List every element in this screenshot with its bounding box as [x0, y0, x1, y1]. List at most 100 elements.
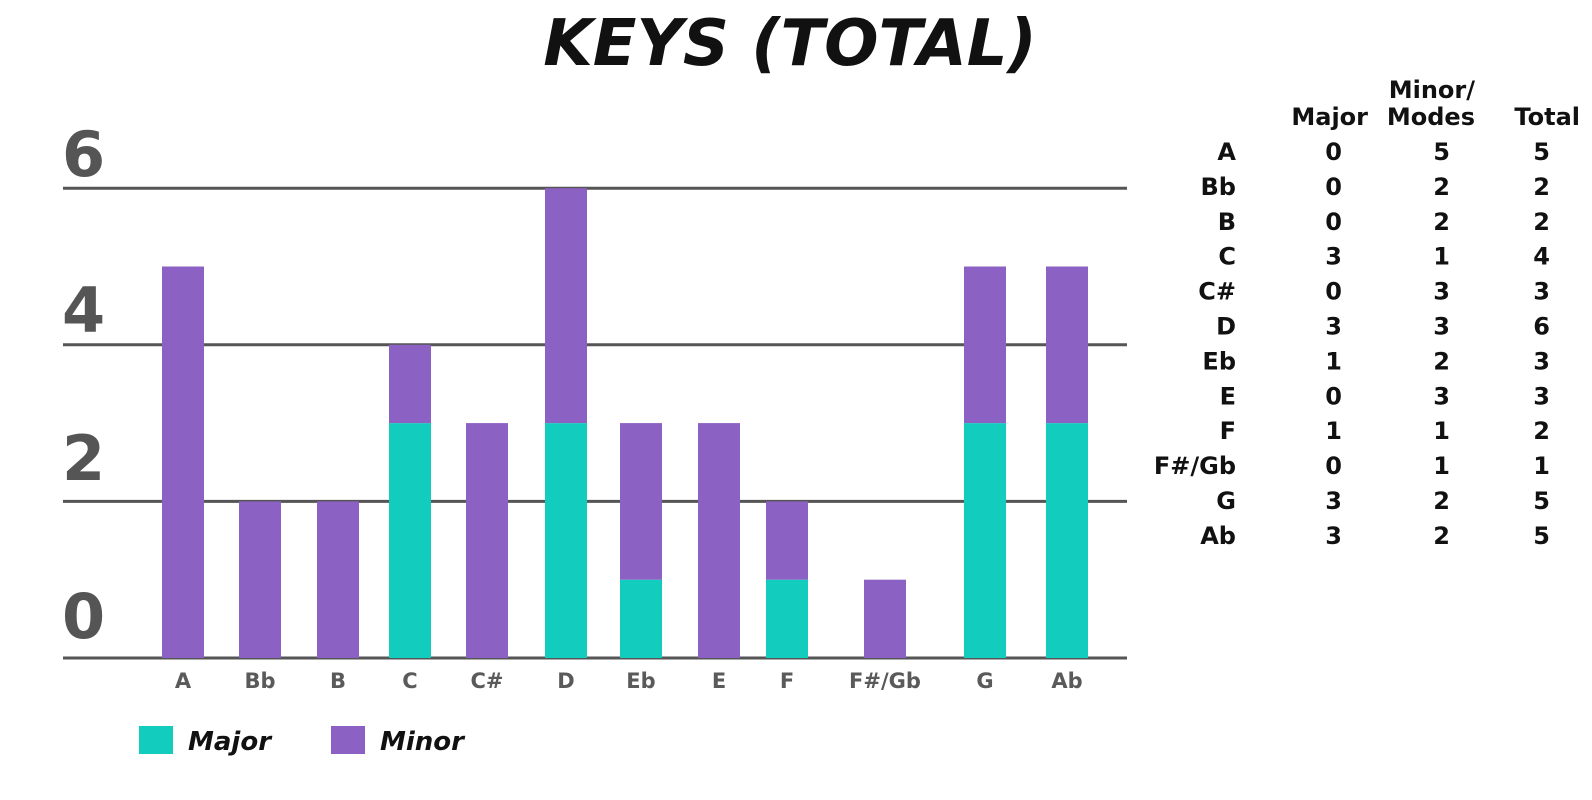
bar-minor [1046, 266, 1088, 424]
bars [162, 188, 1088, 658]
table-row: Ab 3 2 5 [1200, 522, 1550, 550]
bar-minor [698, 423, 740, 658]
table-cell-total: 3 [1533, 382, 1550, 410]
table-cell-major: 0 [1325, 278, 1342, 306]
table-cell-total: 3 [1533, 278, 1550, 306]
table-cell-major: 3 [1325, 522, 1342, 550]
table-cell-major: 0 [1325, 382, 1342, 410]
table-cell-total: 1 [1533, 452, 1550, 480]
table-cell-minor: 2 [1433, 487, 1450, 515]
table-cell-total: 2 [1533, 208, 1550, 236]
table-row: Bb 0 2 2 [1201, 173, 1550, 201]
table-cell-major: 3 [1325, 487, 1342, 515]
table-row: Eb 1 2 3 [1202, 347, 1550, 375]
table-cell-minor: 1 [1433, 417, 1450, 445]
table-cell-total: 2 [1533, 417, 1550, 445]
table-cell-key: E [1220, 382, 1236, 410]
table-cell-minor: 2 [1433, 522, 1450, 550]
table-cell-minor: 1 [1433, 452, 1450, 480]
table-cell-key: C [1218, 243, 1236, 271]
table-header-major: Major [1291, 103, 1368, 131]
x-tick-label: G [976, 669, 993, 693]
x-tick-label: Eb [626, 669, 655, 693]
table-row: F#/Gb 0 1 1 [1154, 452, 1550, 480]
legend-swatch-major [139, 726, 173, 754]
bar-major [766, 579, 808, 658]
table-cell-key: B [1218, 208, 1236, 236]
table-cell-key: G [1216, 487, 1236, 515]
bar-minor [162, 266, 204, 658]
table-cell-total: 5 [1533, 522, 1550, 550]
table-cell-minor: 2 [1433, 173, 1450, 201]
bar-minor [466, 423, 508, 658]
bar-major [964, 423, 1006, 658]
x-tick-label: E [712, 669, 726, 693]
table-cell-key: C# [1198, 278, 1236, 306]
x-tick-label: Ab [1051, 669, 1082, 693]
table-cell-total: 2 [1533, 173, 1550, 201]
table-cell-major: 0 [1325, 138, 1342, 166]
table-cell-total: 3 [1533, 347, 1550, 375]
table-cell-major: 0 [1325, 208, 1342, 236]
table-header-minor-line1: Minor/ [1389, 76, 1476, 104]
table-row: B 0 2 2 [1218, 208, 1550, 236]
table-header-total: Total [1514, 103, 1580, 131]
table-cell-key: D [1216, 313, 1236, 341]
bar-minor [620, 423, 662, 580]
table-row: E 0 3 3 [1220, 382, 1550, 410]
x-tick-label: D [557, 669, 574, 693]
bar-minor [389, 344, 431, 424]
x-tick-label: C# [470, 669, 503, 693]
table-cell-major: 1 [1325, 347, 1342, 375]
table-cell-total: 4 [1533, 243, 1550, 271]
table-cell-key: F [1220, 417, 1236, 445]
table-cell-minor: 2 [1433, 347, 1450, 375]
table-cell-major: 3 [1325, 243, 1342, 271]
table-cell-minor: 3 [1433, 278, 1450, 306]
table-cell-total: 6 [1533, 313, 1550, 341]
table-row: C 3 1 4 [1218, 243, 1550, 271]
y-axis-ticks: 0 2 4 6 [62, 118, 105, 653]
table-cell-key: Eb [1202, 347, 1236, 375]
y-tick-label: 6 [62, 118, 105, 191]
table-cell-total: 5 [1533, 487, 1550, 515]
bar-major [1046, 423, 1088, 658]
legend-label-minor: Minor [380, 727, 466, 757]
table-row: G 3 2 5 [1216, 487, 1550, 515]
legend-label-major: Major [188, 727, 273, 757]
bar-major [620, 579, 662, 658]
table-cell-minor: 3 [1433, 313, 1450, 341]
bar-major [545, 423, 587, 658]
y-tick-label: 4 [62, 274, 105, 347]
x-axis-ticks: A Bb B C C# D Eb E F F#/Gb G Ab [175, 669, 1083, 693]
table-row: A 0 5 5 [1217, 138, 1550, 166]
x-tick-label: C [402, 669, 417, 693]
table-cell-minor: 3 [1433, 382, 1450, 410]
table-cell-minor: 5 [1433, 138, 1450, 166]
chart-title: KEYS (TOTAL) [543, 7, 1037, 81]
table-cell-major: 0 [1325, 452, 1342, 480]
legend: Major Minor [139, 726, 466, 757]
table-cell-major: 0 [1325, 173, 1342, 201]
data-table: Major Minor/ Modes Total A 0 5 5 Bb 0 2 2 B 0 2 2 C 3… [1154, 76, 1580, 550]
table-row: D 3 3 6 [1216, 313, 1550, 341]
x-tick-label: B [330, 669, 346, 693]
bar-minor [864, 579, 906, 658]
table-cell-major: 3 [1325, 313, 1342, 341]
table-cell-minor: 1 [1433, 243, 1450, 271]
bar-minor [545, 188, 587, 424]
x-tick-label: F#/Gb [849, 669, 921, 693]
bar-minor [766, 501, 808, 580]
table-cell-total: 5 [1533, 138, 1550, 166]
table-cell-key: F#/Gb [1154, 452, 1236, 480]
bar-major [389, 423, 431, 658]
x-tick-label: F [780, 669, 794, 693]
table-row: F 1 1 2 [1220, 417, 1550, 445]
bar-minor [239, 501, 281, 658]
y-tick-label: 0 [62, 580, 105, 653]
table-cell-major: 1 [1325, 417, 1342, 445]
legend-swatch-minor [331, 726, 365, 754]
table-cell-key: Bb [1201, 173, 1236, 201]
table-cell-key: Ab [1200, 522, 1236, 550]
